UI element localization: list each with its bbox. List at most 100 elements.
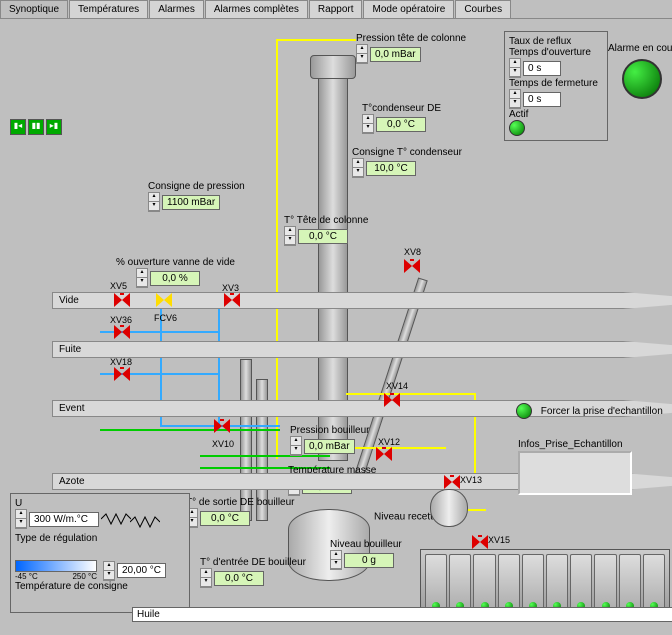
valve-xv5[interactable] — [114, 293, 130, 307]
forcer-group: Forcer la prise d'echantillon — [516, 403, 663, 419]
u-value[interactable]: 300 W/m.°C — [29, 512, 99, 527]
reflux-open-label: Temps d'ouverture — [509, 47, 603, 58]
alarm-lamp — [622, 59, 662, 99]
alarm-label: Alarme en cours — [608, 43, 672, 54]
tab-courbes[interactable]: Courbes — [455, 0, 511, 18]
ouv-vanne-value: 0,0 % — [150, 271, 200, 286]
valve-xv13[interactable] — [444, 475, 460, 489]
reflux-title: Taux de reflux — [509, 36, 603, 47]
forcer-lamp[interactable] — [516, 403, 532, 419]
valve-xv14[interactable] — [384, 393, 400, 407]
heatex-icon — [101, 512, 131, 526]
press-bouil-spinner[interactable]: ▴▾ — [290, 436, 302, 456]
temp-value[interactable]: 20,00 °C — [117, 563, 166, 578]
column-head — [310, 55, 356, 79]
cons-press-label: Consigne de pression — [148, 181, 245, 192]
ouv-vanne-label: % ouverture vanne de vide — [116, 257, 235, 268]
cons-press-spinner[interactable]: ▴▾ — [148, 192, 160, 212]
cons-tcond-value[interactable]: 10,0 °C — [366, 161, 416, 176]
forcer-label: Forcer la prise d'echantillon — [541, 406, 663, 417]
sample-bottle — [594, 554, 616, 614]
reflux-close-spinner[interactable]: ▴▾ — [509, 89, 521, 109]
t-sortie-label: T° de sortie DE bouilleur — [186, 497, 295, 508]
ouv-vanne-spinner[interactable]: ▴▾ — [136, 268, 148, 288]
infos-panel — [518, 451, 632, 495]
tab-rapport[interactable]: Rapport — [309, 0, 363, 18]
xv14-label: XV14 — [386, 381, 408, 391]
t-entree-value: 0,0 °C — [214, 571, 264, 586]
type-regul-label: Type de régulation — [15, 533, 185, 544]
tab-alarmes[interactable]: Alarmes — [149, 0, 204, 18]
u-spinner[interactable]: ▴▾ — [15, 509, 27, 529]
t-entree-group: T° d'entrée DE bouilleur ▴▾0,0 °C — [200, 557, 306, 588]
pression-tete-spinner[interactable]: ▴▾ — [356, 44, 368, 64]
receiver-vessel — [430, 489, 468, 527]
t-entree-label: T° d'entrée DE bouilleur — [200, 557, 306, 568]
xv3-label: XV3 — [222, 283, 239, 293]
play-prev-button[interactable]: ▮◂ — [10, 119, 26, 135]
temp-spinner[interactable]: ▴▾ — [103, 561, 115, 581]
valve-xv12[interactable] — [376, 447, 392, 461]
pression-tete-label: Pression tête de colonne — [356, 33, 466, 44]
pression-tete-group: Pression tête de colonne ▴▾0,0 mBar — [356, 33, 466, 64]
sample-bottle — [449, 554, 471, 614]
t-tete-group: T° Tête de colonne ▴▾0,0 °C — [284, 215, 368, 246]
reflux-panel: Taux de reflux Temps d'ouverture ▴▾0 s T… — [504, 31, 608, 141]
xv36-label: XV36 — [110, 315, 132, 325]
input-fuite: Fuite — [52, 341, 672, 358]
valve-xv8[interactable] — [404, 259, 420, 273]
pression-tete-value: 0,0 mBar — [370, 47, 421, 62]
niv-bouil-group: Niveau bouilleur ▴▾0 g — [330, 539, 402, 570]
cons-press-value[interactable]: 1100 mBar — [162, 195, 220, 210]
press-bouil-value: 0,0 mBar — [304, 439, 355, 454]
tcond-group: T°condenseur DE ▴▾0,0 °C — [362, 103, 441, 134]
sample-bottle — [522, 554, 544, 614]
valve-xv10[interactable] — [214, 419, 230, 433]
infos-label: Infos_Prise_Echantillon — [518, 439, 623, 450]
temp-slider[interactable] — [15, 560, 97, 572]
tcond-label: T°condenseur DE — [362, 103, 441, 114]
t-sortie-value: 0,0 °C — [200, 511, 250, 526]
t-tete-value: 0,0 °C — [298, 229, 348, 244]
reflux-actif-lamp — [509, 120, 525, 136]
cons-tcond-group: Consigne T° condenseur ▴▾10,0 °C — [352, 147, 462, 178]
sample-bottle — [619, 554, 641, 614]
play-pause-button[interactable]: ▮▮ — [28, 119, 44, 135]
input-vide: Vide — [52, 292, 672, 309]
tab-temperatures[interactable]: Températures — [69, 0, 148, 18]
reflux-close-value[interactable]: 0 s — [523, 92, 561, 107]
sample-bottle — [570, 554, 592, 614]
xv12-label: XV12 — [378, 437, 400, 447]
huile-combo[interactable]: Huile — [132, 607, 672, 622]
xv18-label: XV18 — [110, 357, 132, 367]
tcond-spinner[interactable]: ▴▾ — [362, 114, 374, 134]
valve-xv36[interactable] — [114, 325, 130, 339]
valve-xv15[interactable] — [472, 535, 488, 549]
sample-bottle — [425, 554, 447, 614]
pipe-yellow-h2 — [346, 393, 476, 395]
temp-max: 250 °C — [72, 572, 97, 581]
u-label: U — [15, 498, 185, 509]
reflux-open-spinner[interactable]: ▴▾ — [509, 58, 521, 78]
valve-fcv6[interactable] — [156, 293, 172, 307]
valve-xv18[interactable] — [114, 367, 130, 381]
heatex-icon-2 — [130, 515, 160, 529]
sample-bottle — [643, 554, 665, 614]
valve-xv3[interactable] — [224, 293, 240, 307]
sample-bottle — [546, 554, 568, 614]
t-entree-spinner[interactable]: ▴▾ — [200, 568, 212, 588]
niv-bouil-spinner[interactable]: ▴▾ — [330, 550, 342, 570]
t-tete-spinner[interactable]: ▴▾ — [284, 226, 296, 246]
play-next-button[interactable]: ▸▮ — [46, 119, 62, 135]
tab-synoptique[interactable]: Synoptique — [0, 0, 68, 18]
reflux-close-label: Temps de fermeture — [509, 78, 603, 89]
press-bouil-group: Pression bouilleur ▴▾0,0 mBar — [290, 425, 370, 456]
temp-min: -45 °C — [15, 572, 38, 581]
sample-bottle — [473, 554, 495, 614]
pipe-yellow-h — [276, 39, 356, 41]
tab-alarmes-completes[interactable]: Alarmes complètes — [205, 0, 308, 18]
cons-tcond-spinner[interactable]: ▴▾ — [352, 158, 364, 178]
t-tete-label: T° Tête de colonne — [284, 215, 368, 226]
tab-mode-operatoire[interactable]: Mode opératoire — [363, 0, 454, 18]
reflux-open-value[interactable]: 0 s — [523, 61, 561, 76]
